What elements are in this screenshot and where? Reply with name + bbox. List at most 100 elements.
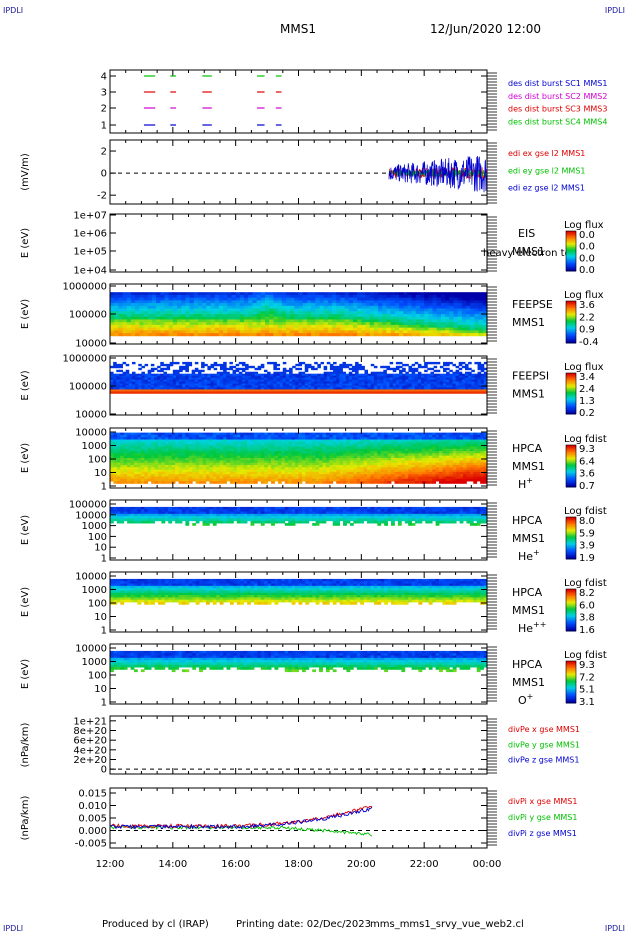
spectrogram-cell (326, 371, 331, 375)
spectrogram-cell (223, 369, 227, 373)
spectrogram-cell (140, 476, 145, 480)
spectrogram-cell (336, 385, 340, 388)
spectrogram-cell (364, 377, 369, 380)
spectrogram-cell (295, 441, 299, 445)
spectrogram-cell (227, 300, 232, 304)
spectrogram-cell (223, 303, 228, 307)
spectrogram-cell (319, 314, 325, 318)
spectrogram-cell (253, 448, 258, 452)
spectrogram-cell (364, 375, 369, 379)
spectrogram-cell (339, 437, 344, 440)
spectrogram-cell (311, 379, 315, 382)
spectrogram-cell (332, 300, 337, 304)
spectrogram-cell (199, 455, 203, 459)
spectrogram-cell (235, 308, 241, 312)
spectrogram-cell (382, 314, 387, 318)
spectrogram-cell (471, 387, 475, 390)
spectrogram-cell (216, 381, 221, 384)
spectrogram-cell (446, 371, 450, 375)
spectrogram-cell (172, 314, 178, 318)
spectrogram-cell (201, 381, 205, 384)
spectrogram-cell (122, 311, 128, 315)
spectrogram-cell (306, 292, 312, 296)
spectrogram-cell (143, 308, 149, 312)
spectrogram-cell (163, 385, 167, 388)
spectrogram-cell (199, 481, 203, 484)
spectrogram-cell (185, 432, 190, 436)
spectrogram-cell (308, 448, 313, 452)
spectrogram-cell (271, 460, 275, 464)
spectrogram-cell (279, 381, 284, 384)
spectrogram-cell (306, 300, 312, 304)
spectrogram-cell (202, 292, 207, 296)
spectrogram-cell (373, 297, 379, 301)
spectrogram-cell (113, 441, 118, 445)
spectrogram-cell (260, 314, 266, 318)
spectrogram-cell (277, 292, 283, 296)
spectrogram-cell (254, 367, 259, 371)
spectrogram-cell (315, 437, 320, 440)
spectrogram-cell (323, 316, 329, 320)
spectrogram-cell (232, 391, 237, 394)
spectrogram-cell (229, 379, 233, 382)
spectrogram-cell (209, 462, 214, 466)
spectrogram-cell (147, 387, 152, 390)
spectrogram-cell (175, 441, 179, 445)
spectrogram-cell (355, 383, 359, 386)
spectrogram-cell (178, 460, 183, 464)
spectrogram-cell (204, 379, 208, 382)
spectrogram-cell (157, 453, 162, 457)
spectrogram-cell (322, 462, 327, 466)
spectrogram-cell (250, 446, 255, 450)
spectrogram-cell (245, 391, 249, 394)
spectrogram-cell (256, 314, 262, 318)
spectrogram-cell (239, 292, 245, 296)
spectrogram-cell (443, 389, 447, 392)
spectrogram-cell (315, 460, 320, 464)
spectrogram-cell (223, 439, 227, 443)
spectrogram-cell (428, 324, 433, 329)
spectrogram-cell (277, 464, 282, 468)
spectrogram-cell (395, 373, 400, 377)
spectrogram-cell (327, 319, 333, 323)
spectrogram-cell (357, 322, 362, 326)
spectrogram-cell (239, 330, 245, 334)
spectrogram-cell (160, 389, 164, 392)
spectrogram-cell (248, 383, 252, 386)
spectrogram-cell (212, 441, 217, 445)
spectrogram-cell (298, 381, 303, 384)
spectrogram-cell (298, 379, 303, 382)
spectrogram-cell (333, 381, 337, 384)
spectrogram-cell (135, 389, 139, 392)
spectrogram-cell (264, 300, 270, 304)
spectrogram-cell (164, 330, 170, 334)
spectrogram-cell (257, 446, 262, 450)
spectrogram-cell (270, 375, 274, 379)
spectrogram-cell (336, 471, 341, 475)
spectrogram-cell (250, 453, 255, 457)
spectrogram-cell (284, 455, 289, 459)
spectrogram-cell (252, 330, 258, 334)
spectrogram-cell (295, 467, 299, 470)
spectrogram-cell (157, 383, 161, 386)
spectrogram-cell (213, 375, 218, 379)
spectrogram-cell (301, 458, 306, 461)
spectrogram-cell (295, 367, 299, 371)
spectrogram-cell (161, 432, 166, 436)
spectrogram-cell (326, 361, 331, 365)
spectrogram-cell (172, 361, 177, 365)
spectrogram-cell (399, 292, 404, 296)
spectrogram-cell (348, 391, 353, 394)
spectrogram-cell (179, 387, 183, 390)
spectrogram-cell (141, 385, 145, 388)
spectrogram-cell (315, 303, 320, 307)
spectrogram-cell (209, 446, 214, 450)
spectrogram-cell (133, 432, 138, 436)
spectrogram-cell (207, 387, 211, 390)
spectrogram-cell (138, 373, 142, 377)
spectrogram-cell (436, 391, 441, 394)
spectrogram-cell (352, 322, 358, 326)
spectrogram-cell (118, 297, 123, 301)
spectrogram-cell (471, 369, 475, 373)
spectrogram-cell (307, 373, 312, 377)
